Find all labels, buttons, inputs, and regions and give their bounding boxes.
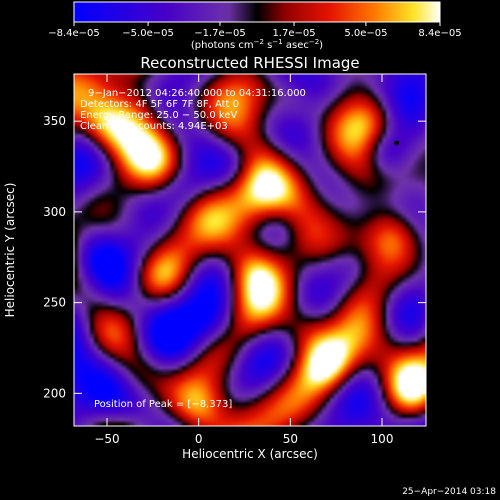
colorbar-tick-label: 8.4e−05 <box>418 28 461 39</box>
y-axis-label: Heliocentric Y (arcsec) <box>3 183 17 318</box>
annotation-counts: Clean Total counts: 4.94E+03 <box>80 121 228 132</box>
x-axis: −50 0 50 100 <box>94 74 393 446</box>
annotation-time-range: 9−Jan−2012 04:26:40.000 to 04:31:16.000 <box>88 88 306 99</box>
y-tick-label: 200 <box>43 386 66 400</box>
annotation-block: 9−Jan−2012 04:26:40.000 to 04:31:16.000 … <box>80 88 306 132</box>
heatmap-image <box>74 74 426 426</box>
colorbar-tick-label: −1.7e−05 <box>194 28 246 39</box>
colorbar-tick-label: 5.0e−05 <box>344 28 387 39</box>
y-tick-label: 250 <box>43 296 66 310</box>
plot-frame <box>73 73 427 427</box>
colorbar-tick-label: −5.0e−05 <box>122 28 174 39</box>
colorbar-unit-label: (photons cm−2 s−1 asec−2) <box>191 38 323 51</box>
x-tick-label: −50 <box>94 432 119 446</box>
peak-position-label: Position of Peak = [−8,373] <box>94 399 232 410</box>
colorbar: −8.4e−05 −5.0e−05 −1.7e−05 1.7e−05 5.0e−05 8.… <box>48 1 462 51</box>
annotation-detectors: Detectors: 4F 5F 6F 7F 8F, Att 0 <box>80 99 239 110</box>
colorbar-tick-label: 1.7e−05 <box>272 28 315 39</box>
y-tick-label: 300 <box>43 205 66 219</box>
y-axis: 200 250 300 350 <box>43 114 426 400</box>
chart-title: Reconstructed RHESSI Image <box>140 54 359 72</box>
timestamp: 25−Apr−2014 03:18 <box>402 487 496 497</box>
x-axis-label: Heliocentric X (arcsec) <box>182 447 318 461</box>
x-tick-label: 50 <box>283 432 298 446</box>
peak-marker <box>394 140 400 146</box>
x-tick-label: 100 <box>371 432 394 446</box>
x-tick-label: 0 <box>195 432 203 446</box>
colorbar-gradient <box>73 1 441 23</box>
colorbar-tick-label: −8.4e−05 <box>48 28 100 39</box>
y-tick-label: 350 <box>43 114 66 128</box>
annotation-energy-range: Energy Range: 25.0 − 50.0 keV <box>80 110 237 121</box>
